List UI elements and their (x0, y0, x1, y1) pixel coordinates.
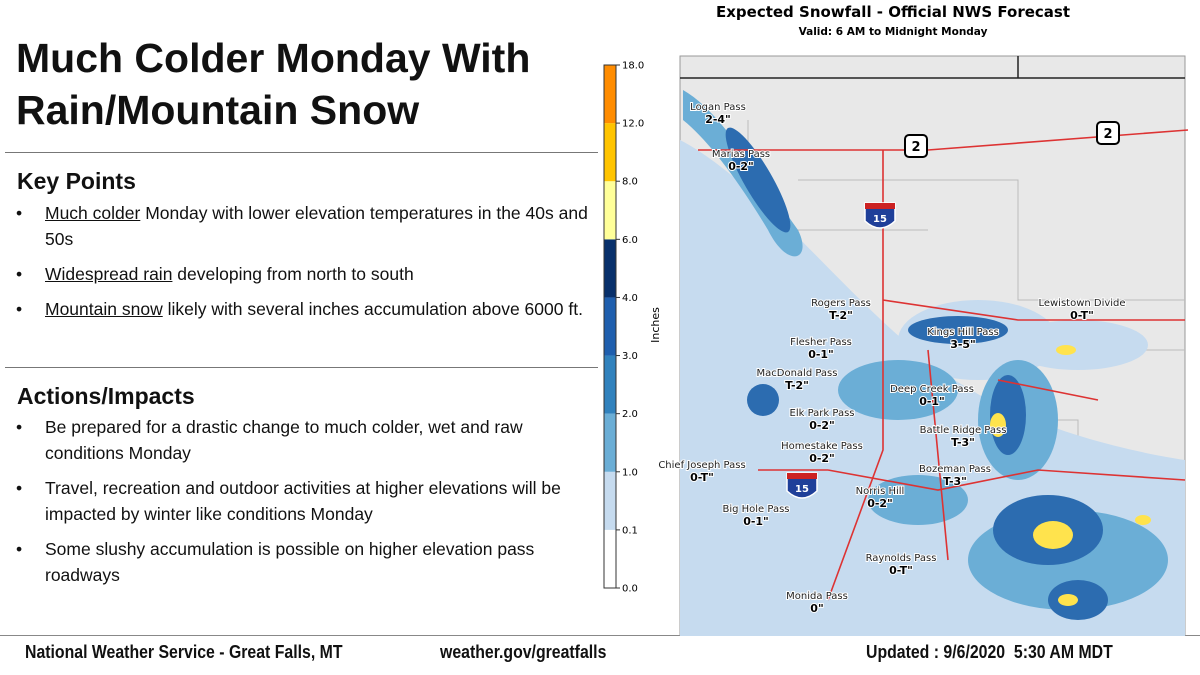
highway-shields: 2 2 15 15 (786, 121, 1120, 499)
title-line: Much Colder Monday With (16, 35, 531, 81)
legend-tick-label: 3.0 (622, 351, 638, 362)
legend-swatch (604, 529, 616, 588)
bullet-lead: Widespread rain (45, 264, 173, 284)
section-heading: Actions/Impacts (17, 383, 195, 409)
divider (5, 367, 598, 368)
legend-tick-label: 18.0 (622, 61, 644, 72)
legend-swatch (604, 471, 616, 530)
page-title: Much Colder Monday With Rain/Mountain Sno… (16, 32, 606, 136)
shield (786, 472, 818, 499)
legend-tick-label: 0.0 (622, 584, 638, 595)
pass-name: Flesher Pass (790, 337, 852, 348)
bullet: Some slushy accumulation is possible on … (16, 536, 596, 588)
pass-name: Elk Park Pass (790, 408, 855, 419)
footer-office: National Weather Service - Great Falls, … (25, 642, 343, 662)
pass-name: Deep Creek Pass (890, 384, 974, 395)
bullet-text: likely with several inches accumulation … (162, 299, 583, 319)
pass-amount: 0-2" (867, 497, 893, 510)
shield-label: 15 (873, 214, 887, 225)
divider (5, 152, 598, 153)
section-heading: Key Points (17, 168, 136, 194)
pass-amount: 0-1" (808, 348, 834, 361)
pass-amount: 0-2" (809, 452, 835, 465)
pass-name: Battle Ridge Pass (920, 425, 1007, 436)
legend-swatch (604, 297, 616, 356)
bullet-text: Monday with lower elevation temperatures… (45, 203, 588, 249)
map-base (679, 55, 1189, 636)
shield (904, 134, 928, 158)
legend-label: Inches (649, 307, 662, 343)
pass-amount: T-3" (943, 475, 967, 488)
legend-swatch (604, 181, 616, 240)
snowfall-map: Expected Snowfall - Official NWS Forecas… (603, 3, 1189, 636)
legend-tick-label: 6.0 (622, 235, 638, 246)
legend-frame (603, 64, 617, 589)
actions-list: Be prepared for a drastic change to much… (16, 414, 596, 597)
pass-name: MacDonald Pass (757, 368, 838, 379)
pass-amount: 0-2" (809, 419, 835, 432)
pass-name: Norris Hill (856, 486, 905, 497)
pass-amount: 0-2" (728, 160, 754, 173)
legend-swatch (604, 355, 616, 414)
bullet-text: developing from north to south (172, 264, 414, 284)
bullet: Be prepared for a drastic change to much… (16, 414, 596, 466)
shield-label: 2 (1103, 127, 1112, 142)
pass-amount: 2-4" (705, 113, 731, 126)
legend-tick-label: 1.0 (622, 467, 638, 478)
pass-name: Bozeman Pass (919, 464, 991, 475)
shield-label: 15 (795, 484, 809, 495)
pass-name: Logan Pass (690, 102, 746, 113)
pass-name: Rogers Pass (811, 298, 871, 309)
pass-name: Kings Hill Pass (927, 327, 999, 338)
shield-top (787, 473, 817, 479)
map-subtitle: Valid: 6 AM to Midnight Monday (799, 26, 988, 38)
legend: 0.0 0.1 1.0 2.0 3.0 4.0 6.0 8.0 12.0 18.0 Inches (603, 61, 662, 595)
legend-tick-label: 0.1 (622, 525, 638, 536)
legend-tick-label: 8.0 (622, 177, 638, 188)
footer-updated: Updated : 9/6/2020 5:30 AM MDT (866, 642, 1113, 662)
shield-top (865, 203, 895, 209)
pass-amount: T-2" (785, 379, 809, 392)
bullet: Much colder Monday with lower elevation … (16, 200, 596, 252)
legend-swatch (604, 123, 616, 182)
pass-name: Homestake Pass (781, 441, 863, 452)
key-points-list: Much colder Monday with lower elevation … (16, 200, 596, 331)
pass-amount: 0" (810, 602, 823, 615)
legend-swatch (604, 239, 616, 298)
pass-name: Marias Pass (712, 149, 770, 160)
legend-tick-label: 12.0 (622, 119, 644, 130)
bullet: Travel, recreation and outdoor activitie… (16, 475, 596, 527)
bullet-lead: Mountain snow (45, 299, 163, 319)
pass-amount: 3-5" (950, 338, 976, 351)
pass-amount: 0-T" (690, 471, 714, 484)
pass-name: Big Hole Pass (722, 504, 789, 515)
legend-tick-label: 4.0 (622, 293, 638, 304)
pass-name: Chief Joseph Pass (658, 460, 745, 471)
bullet: Mountain snow likely with several inches… (16, 296, 596, 322)
legend-swatch (604, 413, 616, 472)
bullet-lead: Much colder (45, 203, 141, 223)
map-title: Expected Snowfall - Official NWS Forecas… (716, 3, 1070, 21)
divider (0, 635, 1200, 636)
shield-label: 2 (911, 140, 920, 155)
pass-amount: T-3" (951, 436, 975, 449)
shield (864, 202, 896, 229)
pass-name: Lewistown Divide (1038, 298, 1125, 309)
pass-amount: 0-1" (919, 395, 945, 408)
pass-name: Monida Pass (786, 591, 848, 602)
title-line: Rain/Mountain Snow (16, 87, 420, 133)
shield (1096, 121, 1120, 145)
bullet: Widespread rain developing from north to… (16, 261, 596, 287)
legend-swatch (604, 65, 616, 124)
footer-url: weather.gov/greatfalls (440, 642, 607, 662)
pass-amount: 0-1" (743, 515, 769, 528)
pass-amount: 0-T" (1070, 309, 1094, 322)
legend-tick-label: 2.0 (622, 409, 638, 420)
pass-name: Raynolds Pass (866, 553, 937, 564)
pass-amount: T-2" (829, 309, 853, 322)
pass-amount: 0-T" (889, 564, 913, 577)
